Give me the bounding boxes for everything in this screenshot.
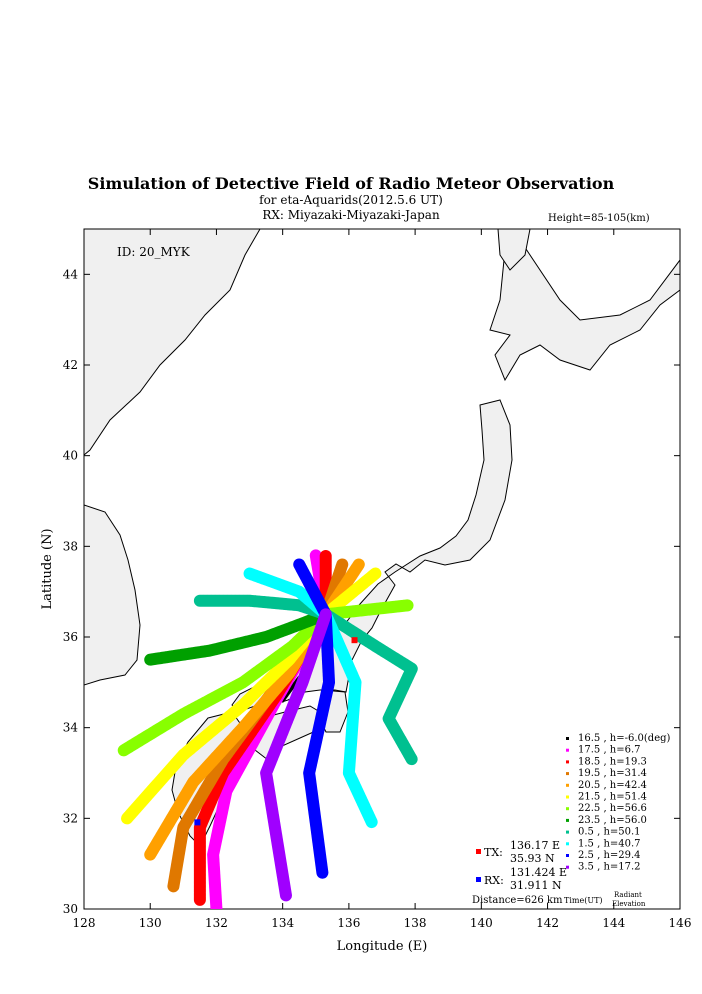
distance-label: Distance=626 km: [472, 895, 563, 906]
x-tick-label: 144: [602, 916, 625, 930]
legend-entry: 22.5 , h=56.6: [578, 803, 647, 814]
x-tick-label: 134: [271, 916, 294, 930]
time-legend: 16.5 , h=-6.0(deg)17.5 , h=6.718.5 , h=1…: [566, 733, 671, 873]
tx-station-marker: [351, 637, 358, 644]
chart-subtitle: for eta-Aquarids(2012.5.6 UT): [259, 193, 443, 207]
x-tick-label: 142: [536, 916, 559, 930]
sakhalin-land: [497, 229, 531, 271]
legend-swatch: [566, 783, 569, 787]
legend-entry: 3.5 , h=17.2: [578, 862, 641, 873]
y-axis-label: Latitude (N): [40, 528, 55, 609]
x-tick-label: 138: [404, 916, 427, 930]
legend-time-header: Time(UT): [564, 896, 603, 905]
tx-lat: 35.93 N: [510, 852, 555, 865]
honshu-land: [231, 399, 513, 713]
korea-land: [84, 504, 141, 686]
mainland-land: [84, 229, 261, 456]
id-label: ID: 20_MYK: [117, 245, 191, 259]
tx-marker-legend: [476, 849, 481, 854]
legend-swatch: [566, 807, 569, 811]
plot-frame: [83, 228, 681, 910]
station-layer: [194, 637, 358, 826]
legend-swatch: [566, 772, 569, 776]
meteor-field-series: [144, 608, 332, 666]
x-tick-label: 130: [139, 916, 162, 930]
rx-location-label: RX: Miyazaki-Miyazaki-Japan: [262, 208, 440, 222]
legend-entry: 17.5 , h=6.7: [578, 745, 641, 756]
legend-swatch: [566, 795, 569, 799]
tx-lon: 136.17 E: [510, 839, 560, 852]
legend-swatch: [566, 842, 569, 846]
legend-swatch: [566, 760, 569, 764]
meteor-field-layer: [117, 549, 418, 909]
x-axis-label: Longitude (E): [337, 939, 428, 954]
legend-swatch: [566, 818, 569, 822]
legend-entry: 18.5 , h=19.3: [578, 756, 647, 767]
hokkaido-land: [489, 239, 680, 382]
y-tick-label: 44: [63, 267, 79, 281]
height-label: Height=85-105(km): [548, 213, 650, 224]
x-tick-label: 146: [669, 916, 692, 930]
legend-entry: 19.5 , h=31.4: [578, 768, 647, 779]
x-tick-label: 132: [205, 916, 228, 930]
rx-lat: 31.911 N: [510, 879, 562, 892]
legend-swatch: [566, 748, 569, 752]
y-tick-label: 40: [63, 449, 78, 463]
legend-elevation-header: Elevation: [612, 900, 646, 908]
y-tick-label: 42: [63, 358, 78, 372]
legend-swatch: [566, 865, 569, 869]
meteor-field-series: [260, 608, 332, 902]
x-tick-label: 140: [470, 916, 493, 930]
y-axis: 30 32 34 36 38 40 42 44: [63, 267, 680, 916]
meteor-field-series: [293, 558, 336, 879]
landmass-layer: [84, 229, 680, 847]
x-tick-label: 136: [337, 916, 360, 930]
y-tick-label: 34: [63, 721, 79, 735]
rx-lon: 131.424 E: [510, 866, 567, 879]
legend-entry: 0.5 , h=50.1: [578, 827, 641, 838]
legend-entry: 20.5 , h=42.4: [578, 780, 647, 791]
legend-entry: 2.5 , h=29.4: [578, 850, 641, 861]
y-tick-label: 30: [63, 902, 78, 916]
y-tick-label: 32: [63, 811, 78, 825]
x-tick-label: 128: [73, 916, 96, 930]
y-tick-label: 38: [63, 539, 78, 553]
x-axis: 128 130 132 134 136 138 140 142 144 146: [73, 229, 692, 930]
rx-label: RX:: [484, 874, 504, 887]
chart-title: Simulation of Detective Field of Radio M…: [87, 174, 615, 193]
meteor-field-series: [193, 594, 418, 766]
legend-swatch: [566, 737, 569, 740]
y-tick-label: 36: [63, 630, 78, 644]
legend-entry: 23.5 , h=56.0: [578, 815, 647, 826]
legend-entry: 16.5 , h=-6.0(deg): [578, 733, 671, 744]
rx-station-marker: [194, 819, 201, 826]
meteor-field-series: [117, 599, 415, 757]
tx-label: TX:: [484, 846, 503, 859]
meteor-field-series: [243, 567, 379, 829]
legend-swatch: [566, 830, 569, 834]
legend-swatch: [566, 854, 569, 857]
legend-entry: 21.5 , h=51.4: [578, 792, 647, 803]
legend-radiant-header: Radiant: [614, 891, 642, 899]
legend-entry: 1.5 , h=40.7: [578, 838, 641, 849]
rx-marker-legend: [476, 877, 481, 882]
